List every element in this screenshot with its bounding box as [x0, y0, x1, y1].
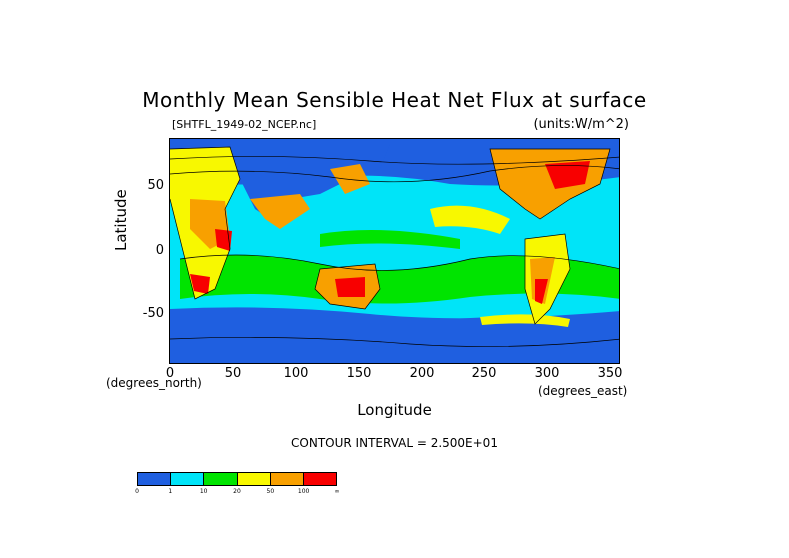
colorbar-tick-label: 0 — [135, 488, 139, 495]
south-asia-zone — [250, 194, 310, 229]
southern-yellow-band — [480, 314, 570, 327]
y-tick-label: -50 — [142, 306, 164, 321]
x-tick-label: 150 — [346, 366, 372, 381]
x-tick-label: 0 — [165, 366, 175, 381]
colorbar-tick-label: 100 — [297, 488, 310, 495]
x-tick-label: 300 — [534, 366, 560, 381]
x-axis-label: Longitude — [357, 401, 432, 419]
colorbar-tick-label: 10 — [199, 488, 208, 495]
x-tick-label: 200 — [409, 366, 435, 381]
x-tick-label: 100 — [283, 366, 309, 381]
subtropical-yellow-patch — [430, 205, 510, 234]
colorbar-tick-label: 20 — [233, 488, 241, 495]
colorbar-segment — [204, 473, 238, 485]
y-axis-label: Latitude — [112, 189, 130, 251]
colorbar-segment — [270, 473, 304, 485]
colorbar-tick-label: 1 — [168, 488, 173, 495]
heat-flux-map — [170, 139, 619, 363]
australia-red-hotspot — [335, 277, 365, 297]
equatorial-green-band — [320, 230, 460, 249]
contour-lines — [170, 146, 619, 347]
colorbar-segment — [303, 473, 337, 485]
map-plot-area — [169, 138, 620, 364]
file-label: [SHTFL_1949-02_NCEP.nc] — [172, 118, 317, 131]
colorbar-segment — [171, 473, 205, 485]
east-asia-zone — [330, 164, 370, 194]
units-label: (units:W/m^2) — [533, 117, 629, 132]
y-tick-label: 0 — [155, 243, 164, 258]
x-tick-label: 250 — [471, 366, 497, 381]
contour-interval: CONTOUR INTERVAL = 2.500E+01 — [291, 436, 498, 450]
y-unit-note: (degrees_north) — [106, 376, 202, 390]
south-africa-hotspot — [190, 274, 210, 294]
colorbar-segment — [138, 473, 172, 485]
colorbar — [137, 472, 337, 486]
colorbar-segment — [237, 473, 271, 485]
y-tick-label: 50 — [147, 178, 164, 193]
x-tick-label: 50 — [224, 366, 242, 381]
x-unit-note: (degrees_east) — [538, 384, 628, 398]
tropical-green-band — [180, 255, 619, 304]
x-tick-label: 350 — [597, 366, 623, 381]
chart-title: Monthly Mean Sensible Heat Net Flux at s… — [142, 88, 647, 112]
colorbar-tick-label: ∞ — [334, 488, 340, 495]
colorbar-tick-label: 50 — [266, 488, 275, 495]
south-america-red-hotspot — [535, 279, 548, 304]
north-america-red-hotspot — [545, 161, 590, 189]
africa-red-hotspot — [215, 229, 232, 251]
